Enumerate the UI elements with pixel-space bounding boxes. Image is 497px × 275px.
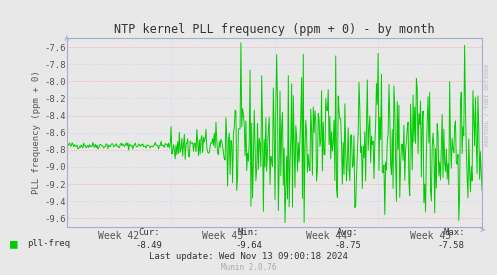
Text: Munin 2.0.76: Munin 2.0.76 — [221, 263, 276, 272]
Text: pll-freq: pll-freq — [27, 239, 71, 248]
Title: NTP kernel PLL frequency (ppm + 0) - by month: NTP kernel PLL frequency (ppm + 0) - by … — [114, 23, 435, 36]
Text: Min:: Min: — [238, 228, 259, 237]
Text: -7.58: -7.58 — [438, 241, 465, 249]
Text: Cur:: Cur: — [138, 228, 160, 237]
Text: Max:: Max: — [443, 228, 465, 237]
Text: RRDTOOL / TOBI OETIKER: RRDTOOL / TOBI OETIKER — [485, 63, 490, 146]
Text: Avg:: Avg: — [337, 228, 359, 237]
Text: -8.75: -8.75 — [334, 241, 361, 249]
Y-axis label: PLL frequency (ppm + 0): PLL frequency (ppm + 0) — [32, 71, 41, 194]
Text: -9.64: -9.64 — [235, 241, 262, 249]
Text: Last update: Wed Nov 13 09:00:18 2024: Last update: Wed Nov 13 09:00:18 2024 — [149, 252, 348, 261]
Text: ■: ■ — [10, 237, 17, 250]
Text: -8.49: -8.49 — [136, 241, 163, 249]
